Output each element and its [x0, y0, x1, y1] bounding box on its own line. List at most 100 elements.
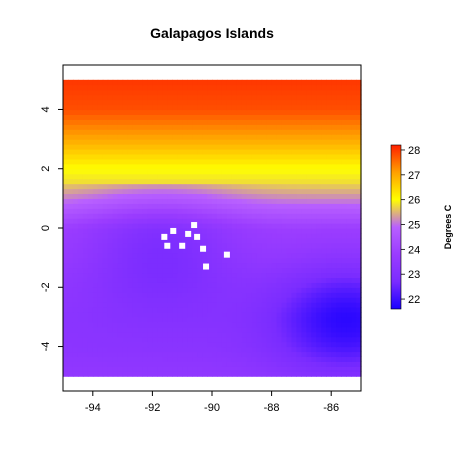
raster-cell [63, 193, 69, 199]
raster-cell [351, 223, 357, 229]
raster-cell [306, 178, 312, 185]
raster-cell [221, 104, 228, 111]
raster-cell [197, 361, 203, 367]
raster-cell [236, 94, 243, 101]
raster-cell [351, 84, 357, 91]
raster-cell [142, 114, 149, 120]
raster-cell [351, 139, 357, 145]
raster-cell [336, 228, 342, 234]
raster-cell [147, 262, 153, 269]
raster-cell [87, 198, 94, 204]
raster-cell [331, 79, 337, 86]
raster-cell [92, 356, 99, 362]
raster-cell [192, 277, 198, 283]
raster-cell [192, 356, 198, 362]
raster-cell [212, 336, 218, 343]
raster-cell [331, 84, 337, 91]
raster-cell [266, 153, 273, 160]
raster-cell [212, 341, 218, 348]
raster-cell [236, 183, 243, 190]
raster-cell [261, 351, 268, 358]
raster-cell [356, 139, 362, 145]
raster-cell [281, 119, 288, 125]
raster-cell [246, 203, 253, 209]
raster-cell [147, 361, 153, 367]
raster-cell [172, 302, 178, 308]
raster-cell [226, 188, 233, 195]
raster-cell [152, 346, 158, 353]
raster-cell [281, 371, 288, 377]
raster-cell [221, 119, 228, 125]
raster-cell [246, 148, 253, 155]
raster-cell [266, 109, 273, 115]
raster-cell [321, 84, 327, 91]
raster-cell [92, 247, 99, 254]
raster-cell [82, 94, 89, 101]
raster-cell [147, 232, 153, 239]
raster-cell [296, 79, 302, 86]
raster-cell [286, 311, 293, 318]
raster-cell [321, 213, 327, 219]
raster-cell [87, 262, 94, 269]
raster-cell [351, 311, 357, 318]
raster-cell [221, 124, 228, 130]
raster-cell [167, 267, 173, 274]
raster-cell [182, 311, 188, 318]
raster-cell [306, 316, 312, 323]
raster-cell [346, 168, 352, 175]
raster-cell [77, 371, 84, 377]
raster-cell [351, 144, 357, 150]
raster-cell [291, 232, 298, 239]
raster-cell [132, 228, 139, 234]
raster-cell [182, 144, 188, 150]
raster-cell [147, 104, 153, 111]
raster-cell [221, 188, 228, 195]
raster-cell [127, 79, 134, 86]
raster-cell [182, 124, 188, 130]
raster-cell [97, 109, 104, 115]
raster-cell [63, 89, 69, 96]
raster-cell [246, 307, 253, 313]
raster-cell [177, 213, 183, 219]
raster-cell [122, 198, 129, 204]
raster-cell [152, 158, 158, 165]
raster-cell [67, 84, 74, 91]
raster-cell [182, 104, 188, 111]
raster-cell [67, 252, 74, 259]
raster-cell [162, 124, 168, 130]
raster-cell [256, 361, 263, 367]
raster-cell [341, 232, 347, 239]
raster-cell [102, 129, 109, 135]
raster-cell [266, 124, 273, 130]
raster-cell [231, 208, 238, 214]
y-tick-label: 0 [40, 225, 52, 231]
raster-cell [63, 321, 69, 328]
raster-cell [107, 277, 114, 283]
raster-cell [221, 198, 228, 204]
raster-cell [261, 297, 268, 303]
raster-cell [351, 346, 357, 353]
raster-cell [87, 331, 94, 338]
raster-cell [336, 326, 342, 333]
raster-cell [221, 346, 228, 353]
raster-cell [117, 153, 124, 160]
raster-cell [92, 218, 99, 224]
raster-cell [157, 237, 163, 244]
raster-cell [296, 84, 302, 91]
raster-cell [82, 99, 89, 106]
raster-cell [167, 223, 173, 229]
raster-cell [331, 153, 337, 160]
raster-cell [97, 163, 104, 170]
raster-cell [127, 297, 134, 303]
raster-cell [356, 129, 362, 135]
raster-cell [356, 94, 362, 101]
raster-cell [251, 84, 258, 91]
raster-cell [326, 297, 332, 303]
raster-cell [291, 287, 298, 293]
raster-cell [112, 292, 119, 298]
raster-cell [271, 104, 278, 111]
raster-cell [182, 119, 188, 125]
raster-cell [316, 326, 322, 333]
raster-cell [301, 153, 307, 160]
raster-cell [351, 124, 357, 130]
